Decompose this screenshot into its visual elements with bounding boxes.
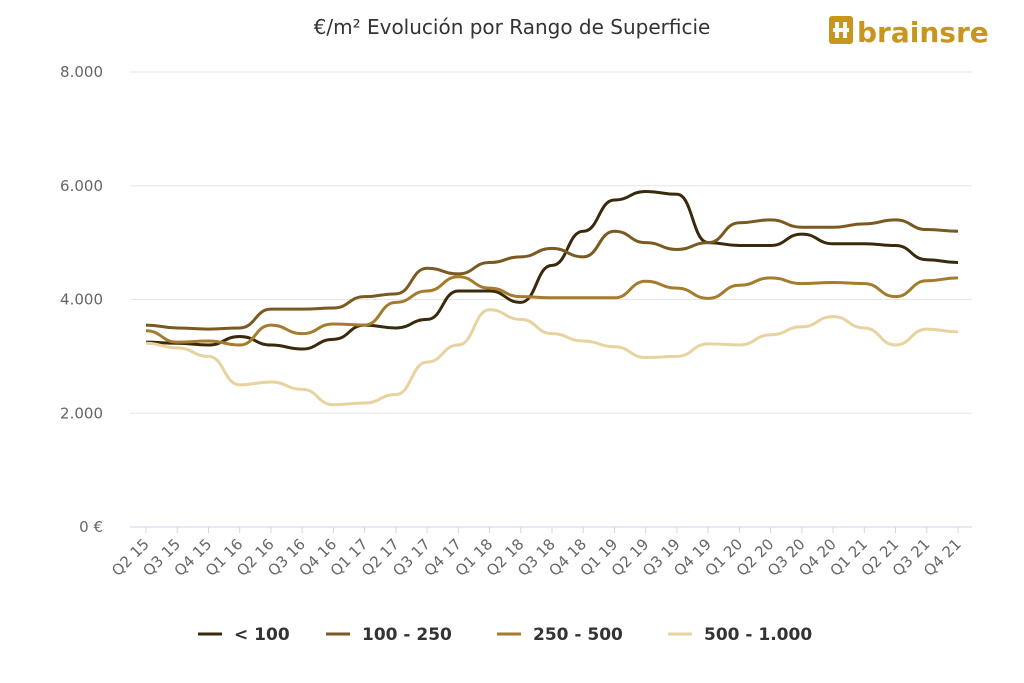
y-tick-label: 8.000: [60, 63, 103, 81]
logo-icon: [829, 16, 853, 44]
y-tick-label: 0 €: [79, 518, 103, 536]
series-line: [145, 275, 959, 347]
y-tick-label: 2.000: [60, 404, 103, 422]
legend-label: < 100: [234, 625, 290, 645]
series-line: [145, 308, 959, 407]
legend-label: 100 - 250: [362, 625, 452, 645]
legend-label: 250 - 500: [533, 625, 623, 645]
series-line: [145, 189, 959, 351]
chart-title: €/m² Evolución por Rango de Superficie: [314, 15, 711, 39]
y-tick-label: 4.000: [60, 291, 103, 309]
legend-label: 500 - 1.000: [704, 625, 812, 645]
series-line: [145, 218, 959, 331]
logo: brainsre: [857, 16, 989, 49]
y-tick-label: 6.000: [60, 177, 103, 195]
